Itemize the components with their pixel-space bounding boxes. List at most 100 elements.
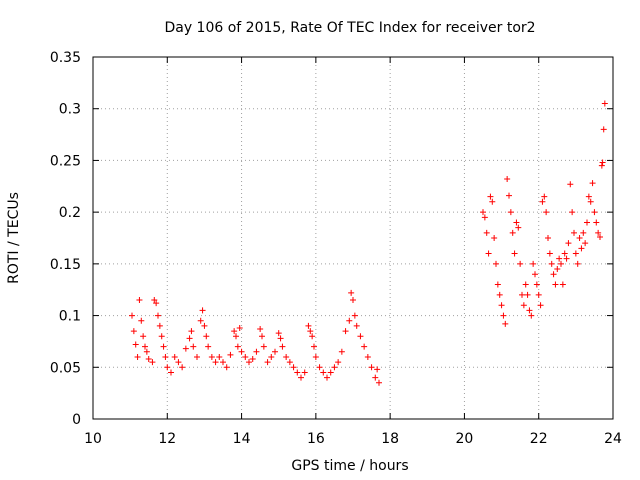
data-point: [220, 359, 226, 366]
y-tick-label: 0.3: [59, 102, 81, 118]
data-point: [283, 353, 290, 360]
data-point: [182, 345, 189, 352]
data-point: [223, 364, 230, 371]
data-point: [320, 369, 327, 376]
data-point: [550, 271, 557, 278]
data-point: [601, 100, 608, 107]
data-point: [130, 328, 137, 335]
data-point: [558, 260, 564, 267]
data-point: [331, 364, 338, 371]
data-point: [357, 333, 364, 340]
data-point: [153, 300, 160, 307]
data-point: [155, 312, 161, 319]
data-point: [600, 126, 607, 133]
x-tick-labels: 10 12 14 16 18 20 22 24: [84, 431, 622, 447]
data-point: [312, 353, 319, 360]
data-point: [264, 359, 271, 366]
data-point: [324, 374, 330, 381]
data-point: [548, 260, 555, 267]
x-tick-label: 24: [604, 431, 622, 447]
data-point: [231, 328, 238, 335]
data-point: [546, 250, 553, 257]
data-point: [496, 291, 503, 298]
data-point: [522, 281, 529, 288]
data-point: [552, 281, 559, 288]
data-point: [249, 356, 256, 363]
x-tick-label: 18: [381, 431, 399, 447]
data-point: [361, 343, 368, 350]
data-point: [350, 297, 356, 304]
chart-title: Day 106 of 2015, Rate Of TEC Index for r…: [164, 20, 535, 36]
data-point: [233, 333, 239, 340]
data-point: [351, 312, 358, 319]
y-tick-label: 0: [72, 412, 81, 428]
data-point: [513, 219, 520, 226]
data-point: [143, 348, 150, 355]
data-point: [298, 374, 304, 381]
data-point: [216, 353, 223, 360]
y-tick-label: 0.2: [59, 205, 81, 221]
data-point: [532, 271, 538, 278]
data-point: [208, 353, 215, 360]
data-point: [168, 369, 174, 376]
data-point: [149, 359, 156, 366]
data-point: [236, 324, 243, 331]
data-point: [595, 229, 602, 236]
data-point: [353, 322, 360, 329]
data-points: [129, 100, 608, 386]
x-axis-label: GPS time / hours: [291, 458, 408, 474]
data-point: [268, 353, 275, 360]
x-tick-label: 10: [84, 431, 102, 447]
data-point: [537, 302, 544, 309]
data-point: [517, 260, 524, 267]
data-point: [316, 364, 323, 371]
data-point: [238, 348, 245, 355]
data-point: [190, 343, 197, 350]
data-point: [162, 353, 169, 360]
data-point: [175, 359, 182, 366]
data-point: [212, 359, 219, 366]
data-point: [145, 356, 152, 363]
data-point: [372, 374, 379, 381]
data-point: [140, 333, 147, 340]
data-point: [364, 353, 371, 360]
x-tick-label: 22: [530, 431, 548, 447]
data-point: [561, 250, 568, 257]
data-point: [134, 353, 141, 360]
data-point: [491, 235, 498, 241]
data-point: [483, 229, 490, 236]
data-point: [368, 364, 375, 371]
data-point: [205, 343, 212, 350]
data-point: [201, 322, 208, 329]
data-point: [164, 364, 171, 371]
data-point: [572, 250, 579, 257]
data-point: [290, 364, 297, 371]
data-point: [582, 240, 589, 247]
data-point: [539, 198, 546, 205]
data-point: [554, 266, 561, 273]
x-tick-label: 12: [158, 431, 176, 447]
data-point: [504, 176, 511, 183]
data-point: [515, 224, 522, 231]
data-point: [567, 181, 574, 188]
data-point: [480, 209, 486, 216]
data-point: [138, 317, 145, 324]
data-point: [179, 364, 186, 371]
data-point: [171, 353, 178, 360]
data-point: [543, 209, 550, 216]
y-tick-label: 0.15: [50, 257, 81, 273]
data-point: [481, 214, 488, 221]
data-point: [158, 333, 165, 340]
data-point: [580, 229, 587, 236]
data-point: [286, 359, 293, 366]
data-point: [260, 343, 267, 350]
y-tick-labels: 0 0.05 0.1 0.15 0.2 0.25 0.3 0.35: [50, 50, 81, 428]
y-axis-label: ROTI / TECUs: [6, 192, 22, 284]
plot-area-border: [92, 56, 614, 420]
data-point: [519, 291, 525, 298]
data-point: [246, 359, 252, 366]
data-point: [576, 235, 583, 241]
data-point: [342, 328, 349, 335]
data-point: [493, 260, 499, 267]
